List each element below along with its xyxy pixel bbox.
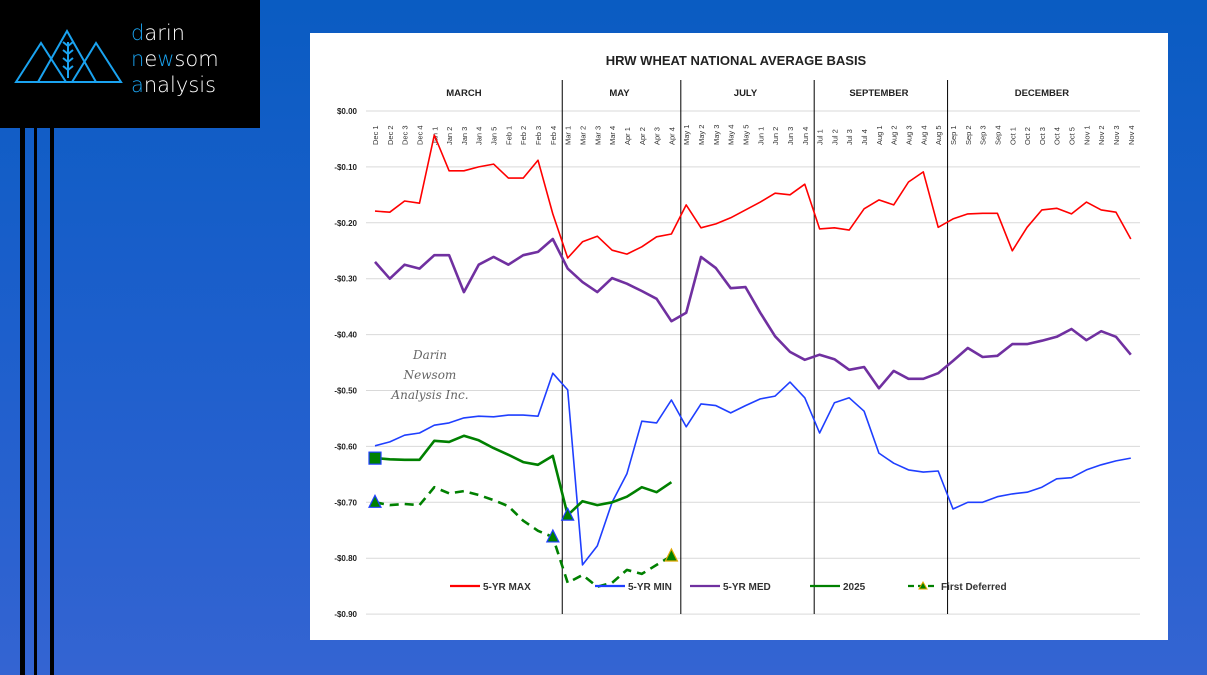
- x-tick-label: Jun 1: [756, 127, 765, 145]
- y-tick-label: -$0.20: [334, 219, 357, 228]
- x-tick-label: Nov 2: [1097, 125, 1106, 145]
- chart-title: HRW WHEAT NATIONAL AVERAGE BASIS: [606, 53, 867, 68]
- logo-line-darin: darin: [131, 21, 185, 45]
- section-label: JULY: [734, 88, 758, 99]
- x-tick-label: Nov 3: [1112, 125, 1121, 145]
- section-label: DECEMBER: [1015, 88, 1070, 99]
- x-tick-label: Jul 4: [860, 129, 869, 145]
- x-tick-label: Nov 1: [1082, 125, 1091, 145]
- x-tick-label: Apr 4: [667, 127, 676, 145]
- decorative-bar: [34, 128, 37, 675]
- x-tick-label: Mar 1: [564, 126, 573, 145]
- x-tick-label: Dec 3: [401, 125, 410, 145]
- series-line-y2025: [374, 434, 673, 517]
- section-label: MAY: [609, 88, 630, 99]
- x-tick-label: Sep 2: [964, 125, 973, 145]
- x-tick-label: Nov 4: [1127, 125, 1136, 145]
- logo-text: arin: [144, 21, 185, 45]
- logo-line-newsom: newsom: [131, 47, 219, 71]
- y-tick-label: -$0.10: [334, 163, 357, 172]
- x-tick-label: May 5: [742, 125, 751, 145]
- series-line-min: [374, 372, 1131, 566]
- x-tick-label: Aug 4: [919, 125, 928, 145]
- legend-label: 2025: [843, 582, 866, 593]
- square-marker: [368, 451, 382, 465]
- triangle-marker: [560, 506, 575, 521]
- y-tick-label: -$0.90: [334, 610, 357, 619]
- section-label: MARCH: [446, 88, 481, 99]
- triangle-marker: [545, 528, 560, 543]
- watermark-line: Darin Newsom: [403, 348, 457, 382]
- x-tick-label: Mar 2: [578, 126, 587, 145]
- x-tick-label: May 1: [682, 125, 691, 145]
- x-tick-label: Sep 1: [949, 125, 958, 145]
- y-tick-label: -$0.60: [334, 442, 357, 451]
- y-tick-label: -$0.40: [334, 331, 357, 340]
- x-tick-label: Jan 3: [460, 127, 469, 145]
- x-tick-label: Dec 1: [371, 125, 380, 145]
- y-tick-label: -$0.70: [334, 498, 357, 507]
- decorative-bar: [50, 128, 54, 675]
- x-tick-label: Oct 1: [1008, 127, 1017, 145]
- x-tick-label: Oct 5: [1068, 127, 1077, 145]
- triangle-marker: [368, 493, 382, 508]
- x-tick-label: Sep 3: [979, 125, 988, 145]
- watermark: Darin Newsom Analysis Inc.: [385, 345, 475, 405]
- x-tick-label: Aug 2: [890, 125, 899, 145]
- logo-line-analysis: analysis: [131, 73, 217, 97]
- x-tick-label: Dec 2: [386, 125, 395, 145]
- x-tick-label: Oct 2: [1023, 127, 1032, 145]
- triangle-marker: [664, 547, 679, 562]
- y-tick-label: -$0.30: [334, 275, 357, 284]
- x-tick-label: Jan 4: [475, 127, 484, 145]
- x-tick-label: Feb 1: [504, 126, 513, 145]
- x-tick-label: May 4: [727, 125, 736, 145]
- x-tick-label: Jun 2: [771, 127, 780, 145]
- x-tick-label: May 3: [712, 125, 721, 145]
- x-tick-label: Jul 3: [845, 129, 854, 145]
- x-tick-label: Jan 5: [490, 127, 499, 145]
- series-line-max: [374, 134, 1132, 259]
- x-tick-label: Jun 4: [801, 127, 810, 145]
- x-tick-label: Jul 2: [830, 129, 839, 145]
- x-tick-label: Mar 4: [608, 126, 617, 145]
- x-tick-label: Oct 3: [1038, 127, 1047, 145]
- x-tick-label: Apr 3: [653, 127, 662, 145]
- x-tick-label: Feb 2: [519, 126, 528, 145]
- mountain-wheat-logo-icon: [14, 28, 123, 83]
- series-line-deferred: [374, 485, 673, 589]
- x-tick-label: Jan 2: [445, 127, 454, 145]
- x-tick-label: May 2: [697, 125, 706, 145]
- watermark-line: Analysis Inc.: [391, 388, 469, 402]
- y-tick-label: $0.00: [337, 107, 358, 116]
- legend-label: 5-YR MIN: [628, 582, 672, 593]
- decorative-bar: [20, 128, 25, 675]
- x-tick-label: Sep 4: [993, 125, 1002, 145]
- x-tick-label: Apr 2: [638, 127, 647, 145]
- logo: darin newsom analysis: [0, 0, 260, 128]
- legend-label: First Deferred: [941, 582, 1007, 593]
- x-tick-label: Apr 1: [623, 127, 632, 145]
- x-tick-label: Feb 4: [549, 126, 558, 145]
- x-tick-label: Jun 3: [786, 127, 795, 145]
- y-tick-label: -$0.80: [334, 554, 357, 563]
- x-tick-label: Oct 4: [1053, 127, 1062, 145]
- legend-triangle-marker: [918, 580, 928, 590]
- section-label: SEPTEMBER: [849, 88, 908, 99]
- legend-label: 5-YR MED: [723, 582, 771, 593]
- series-line-med: [374, 237, 1132, 390]
- chart-panel: [310, 33, 1168, 640]
- y-tick-label: -$0.50: [334, 387, 357, 396]
- legend-label: 5-YR MAX: [483, 582, 531, 593]
- x-tick-label: Dec 4: [415, 125, 424, 145]
- x-tick-label: Feb 3: [534, 126, 543, 145]
- x-tick-label: Aug 5: [934, 125, 943, 145]
- x-tick-label: Jul 1: [816, 129, 825, 145]
- x-tick-label: Mar 3: [593, 126, 602, 145]
- x-tick-label: Aug 3: [905, 125, 914, 145]
- x-tick-label: Aug 1: [875, 125, 884, 145]
